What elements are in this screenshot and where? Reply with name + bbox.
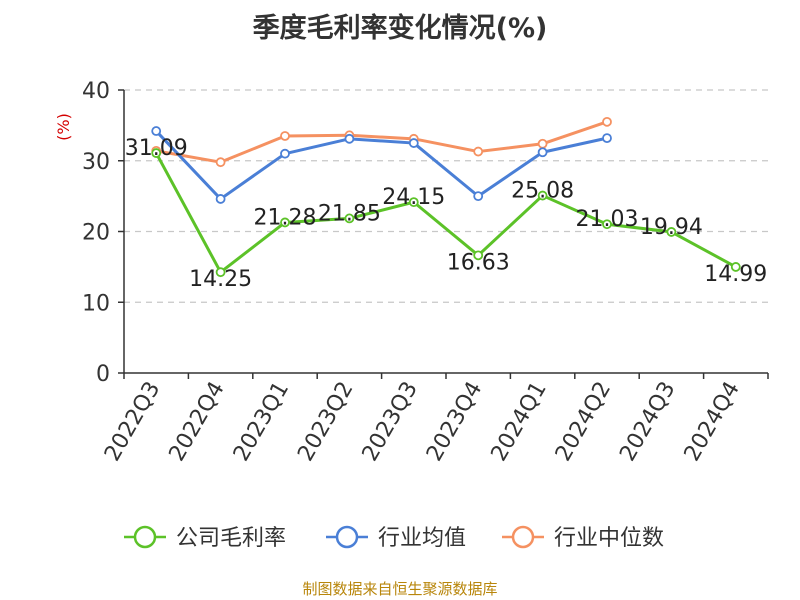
data-point xyxy=(473,250,484,261)
data-point xyxy=(280,131,290,141)
data-label: 21.85 xyxy=(318,201,381,226)
series-lines xyxy=(154,120,737,274)
data-point xyxy=(280,217,290,228)
legend-label: 行业均值 xyxy=(378,526,466,551)
data-point xyxy=(344,213,355,224)
legend-marker xyxy=(511,525,535,549)
data-label: 21.28 xyxy=(254,205,317,230)
data-point xyxy=(730,262,741,272)
data-point xyxy=(408,197,419,208)
data-point xyxy=(215,157,226,168)
x-tick-label: 2023Q1 xyxy=(229,378,294,466)
grid-lines xyxy=(124,89,768,303)
y-tick-label: 30 xyxy=(82,150,110,175)
series-line-0 xyxy=(154,152,737,274)
data-label: 19.94 xyxy=(640,215,703,240)
data-point xyxy=(344,133,355,144)
y-tick-label: 40 xyxy=(82,79,110,104)
y-tick-label: 0 xyxy=(96,362,110,387)
legend-label: 公司毛利率 xyxy=(176,526,286,551)
data-point xyxy=(602,116,612,127)
chart-title: 季度毛利率变化情况(%) xyxy=(252,13,548,44)
legend-marker xyxy=(335,525,359,549)
x-tick-label: 2024Q2 xyxy=(551,378,616,466)
data-label: 21.03 xyxy=(576,207,639,232)
data-label: 31.09 xyxy=(125,136,188,161)
series-line-2 xyxy=(155,120,608,164)
data-label: 14.25 xyxy=(189,267,252,292)
data-point xyxy=(280,148,290,159)
x-tick-label: 2024Q3 xyxy=(615,378,680,466)
data-point xyxy=(602,219,612,230)
data-point xyxy=(537,190,548,201)
data-point xyxy=(473,146,484,157)
x-tick-label: 2022Q4 xyxy=(164,378,229,466)
x-tick-label: 2024Q1 xyxy=(486,378,551,466)
y-axis-label: (%) xyxy=(54,113,73,141)
data-point xyxy=(537,147,548,158)
data-point xyxy=(215,267,226,278)
legend: 公司毛利率 行业均值 行业中位数 xyxy=(124,525,664,551)
data-point xyxy=(408,138,419,148)
data-label: 24.15 xyxy=(382,185,445,210)
x-tick-label: 2023Q2 xyxy=(293,378,358,466)
data-point xyxy=(151,148,162,158)
series-line-1 xyxy=(155,130,608,201)
data-label: 16.63 xyxy=(447,250,510,275)
data-label: 14.99 xyxy=(704,262,767,287)
x-tick-label: 2023Q4 xyxy=(422,378,487,466)
x-tick-label: 2024Q4 xyxy=(680,378,745,466)
y-tick-label: 10 xyxy=(82,291,110,316)
legend-label: 行业中位数 xyxy=(554,526,664,551)
data-point xyxy=(151,126,162,136)
x-tick-label: 2023Q3 xyxy=(358,378,423,466)
data-point xyxy=(473,191,484,202)
data-point xyxy=(666,227,677,237)
series-points xyxy=(151,116,741,278)
source-note: 制图数据来自恒生聚源数据库 xyxy=(302,580,498,598)
data-point xyxy=(215,194,226,204)
y-tick-label: 20 xyxy=(82,221,110,246)
data-point xyxy=(537,138,548,149)
x-tick-label: 2022Q3 xyxy=(100,378,165,466)
data-point xyxy=(602,133,612,144)
data-label: 25.08 xyxy=(511,179,574,204)
legend-marker xyxy=(133,525,157,549)
